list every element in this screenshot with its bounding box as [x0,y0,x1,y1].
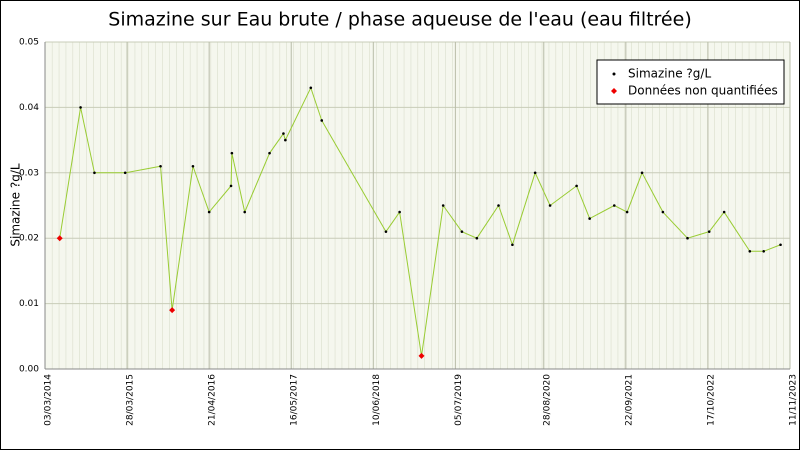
x-tick-label: 10/06/2018 [372,374,382,426]
y-tick-label: 0.01 [19,299,39,309]
data-point [533,171,537,175]
data-point [575,184,578,188]
series-line [59,86,781,356]
y-tick-label: 0.00 [19,365,39,375]
data-point [722,210,726,214]
y-tick-label: 0.04 [19,103,39,113]
chart-title: Simazine sur Eau brute / phase aqueuse d… [108,9,691,31]
data-point [548,204,552,207]
data-point [123,171,127,175]
data-point [284,138,287,142]
data-point [320,119,324,122]
data-point [229,184,233,188]
data-point [779,243,782,247]
data-point [497,204,500,207]
x-tick-label: 21/04/2016 [208,374,218,426]
data-point [93,171,96,175]
data-point [398,210,401,214]
data-point [612,204,616,207]
data-point [191,164,195,168]
data-point [207,210,211,214]
data-point [268,151,271,155]
data-point [159,164,162,168]
legend-label: Simazine ?g/L [628,67,711,81]
non-quantified-point [418,352,425,359]
data-point [686,236,689,240]
non-quantified-point [169,307,176,314]
data-point [475,236,479,240]
data-point [441,204,445,207]
data-point [748,249,752,253]
data-point [384,230,388,233]
data-point [640,171,644,175]
x-tick-label: 05/07/2019 [454,374,464,426]
data-point [661,210,665,214]
data-point [79,106,82,109]
data-point [243,210,247,214]
x-tick-label: 03/03/2014 [44,374,54,426]
y-tick-label: 0.02 [19,234,39,244]
data-point [460,230,464,233]
data-point [309,86,313,90]
y-tick-label: 0.05 [19,38,39,48]
y-tick-label: 0.03 [19,168,39,178]
x-tick-label: 11/11/2023 [789,374,799,426]
data-point [588,217,591,220]
x-tick-label: 22/09/2021 [624,374,634,426]
data-point [707,230,711,233]
legend-box [596,59,785,105]
y-axis-label: Simazine ?g/L [9,163,23,246]
data-point [511,243,514,247]
data-point [282,132,285,135]
legend-symbol [611,88,617,94]
x-tick-label: 28/03/2015 [126,374,136,426]
x-tick-label: 17/10/2022 [706,374,716,426]
data-point [762,249,765,253]
non-quantified-point [56,235,63,242]
data-point [625,210,629,214]
x-tick-label: 16/05/2017 [290,374,300,426]
legend-label: Données non quantifiées [628,84,778,98]
x-tick-label: 28/08/2020 [542,374,552,426]
legend-symbol [612,72,616,76]
data-point [230,151,234,155]
